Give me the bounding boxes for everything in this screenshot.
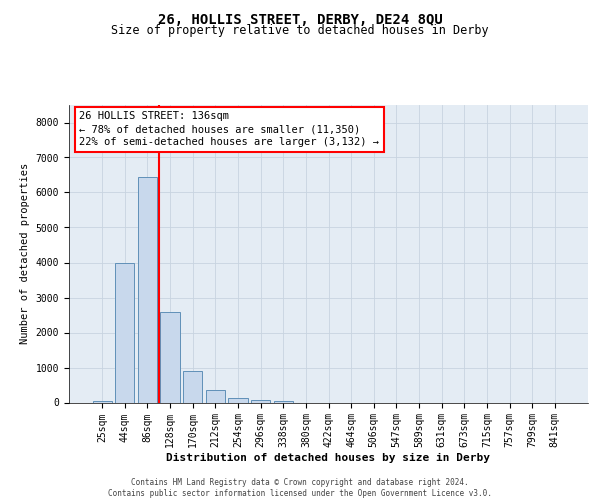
Bar [115, 262, 134, 402]
Bar [138, 177, 157, 402]
Y-axis label: Number of detached properties: Number of detached properties [20, 163, 30, 344]
X-axis label: Distribution of detached houses by size in Derby: Distribution of detached houses by size … [167, 453, 491, 463]
Text: 26 HOLLIS STREET: 136sqm
← 78% of detached houses are smaller (11,350)
22% of se: 26 HOLLIS STREET: 136sqm ← 78% of detach… [79, 111, 379, 148]
Text: Size of property relative to detached houses in Derby: Size of property relative to detached ho… [111, 24, 489, 37]
Bar [183, 371, 202, 402]
Bar [274, 401, 293, 402]
Bar [206, 390, 225, 402]
Text: Contains HM Land Registry data © Crown copyright and database right 2024.
Contai: Contains HM Land Registry data © Crown c… [108, 478, 492, 498]
Bar [160, 312, 180, 402]
Bar [251, 400, 270, 402]
Text: 26, HOLLIS STREET, DERBY, DE24 8QU: 26, HOLLIS STREET, DERBY, DE24 8QU [158, 12, 442, 26]
Bar [229, 398, 248, 402]
